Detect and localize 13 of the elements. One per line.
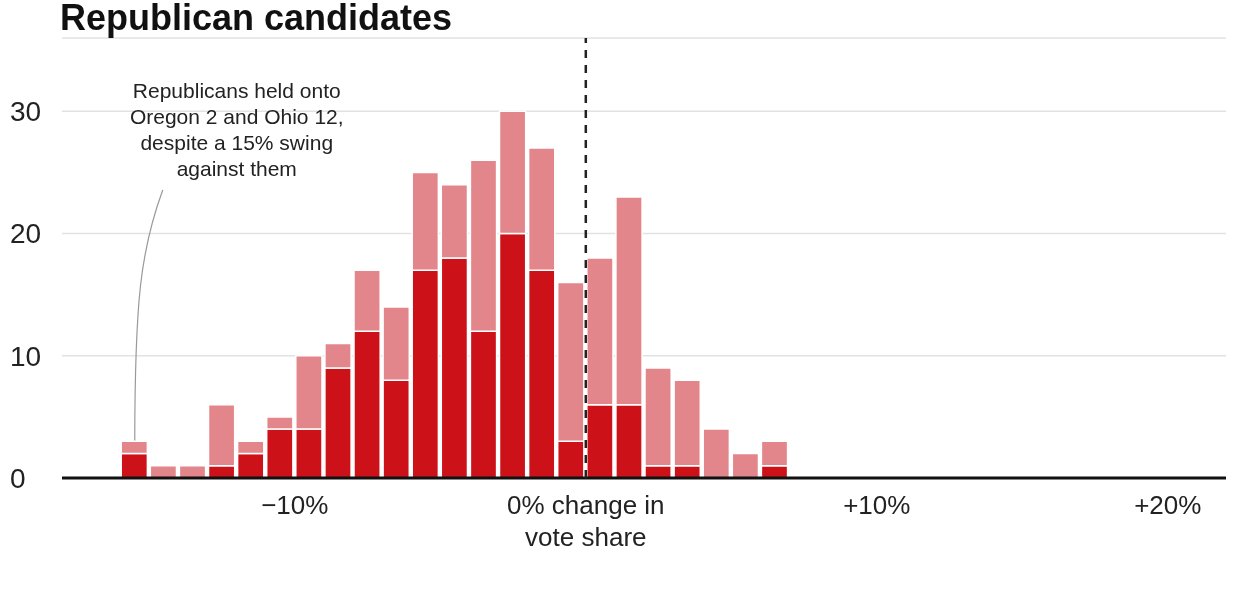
x-tick-label: +10% bbox=[843, 490, 911, 520]
x-tick-label: 0% change in vote share bbox=[507, 490, 665, 552]
y-tick-label: 30 bbox=[10, 96, 42, 128]
y-tick-label: 20 bbox=[10, 218, 42, 250]
bar bbox=[149, 465, 178, 478]
x-tick-label: −10% bbox=[261, 490, 329, 520]
bar bbox=[731, 452, 760, 478]
y-tick-label: 0 bbox=[10, 462, 26, 494]
x-tick-label: +20% bbox=[1134, 490, 1202, 520]
chart-title: Republican candidates bbox=[60, 0, 453, 40]
bar bbox=[178, 465, 207, 478]
annotation: Republicans held onto Oregon 2 and Ohio 12, despite a 15% swing against them bbox=[129, 79, 344, 180]
y-tick-label: 10 bbox=[10, 340, 42, 372]
